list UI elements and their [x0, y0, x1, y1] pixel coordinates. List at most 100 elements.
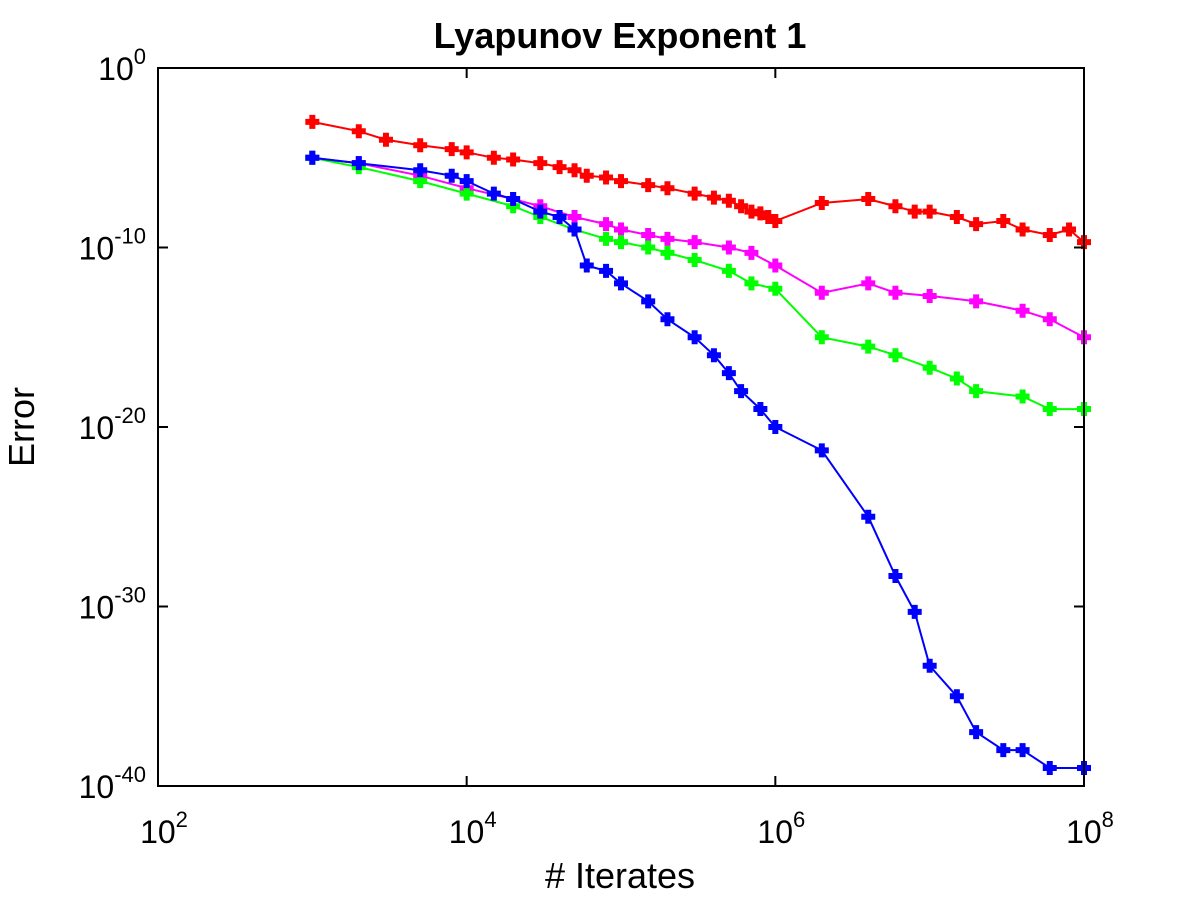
x-tick-label: 102	[140, 807, 188, 850]
series-0-line	[312, 120, 1085, 243]
y-tick-label: 10-20	[79, 403, 146, 446]
series-0-point	[969, 217, 984, 232]
chart-title: Lyapunov Exponent 1	[434, 15, 807, 56]
series-1-point	[1015, 303, 1030, 318]
series-2-point	[969, 384, 984, 399]
series-0-point	[579, 168, 594, 183]
series-0-point	[687, 186, 702, 201]
series-2-point	[687, 253, 702, 268]
series-3-point	[533, 204, 548, 219]
series-2-point	[721, 263, 736, 278]
series-2-point	[861, 339, 876, 354]
series-1-point	[660, 231, 675, 246]
series-0-point	[599, 170, 614, 185]
series-2-point	[768, 281, 783, 296]
series-0-point	[351, 124, 366, 139]
series-0-point	[996, 213, 1011, 228]
series-0-point	[641, 178, 656, 193]
y-axis-label: Error	[1, 387, 42, 467]
series-2-point	[459, 186, 474, 201]
series-3-point	[599, 263, 614, 278]
tick-layer: 102 104 106 108 100 10-10 10-20 10-30 10-40	[79, 44, 1114, 850]
series-0-point	[533, 156, 548, 171]
series-1-point	[969, 294, 984, 309]
x-axis-label: # Iterates	[545, 855, 695, 896]
series-0-point	[567, 163, 582, 178]
series-1-point	[861, 276, 876, 291]
series-0-point	[506, 152, 521, 167]
series-3-point	[1015, 743, 1030, 758]
series-1-point	[641, 227, 656, 242]
series-1-point	[744, 245, 759, 260]
y-tick-label: 10-40	[79, 762, 146, 805]
series-1-point	[614, 222, 628, 237]
series-2-point	[744, 276, 759, 291]
series-0-point	[706, 190, 721, 205]
series-0-point	[768, 213, 783, 228]
series-3-point	[706, 348, 721, 363]
series-0-point	[1015, 222, 1030, 237]
series-3-point	[721, 366, 736, 381]
series-3-point	[552, 210, 567, 225]
x-tick-label: 106	[757, 807, 805, 850]
series-0-point	[861, 192, 876, 207]
series-3-point	[459, 174, 474, 189]
series-0-point	[305, 114, 320, 129]
series-1-point	[888, 285, 903, 300]
x-tick-label: 104	[449, 807, 497, 850]
series-3-point	[949, 689, 964, 704]
series-3-point	[907, 604, 922, 619]
series-1-point	[768, 258, 783, 273]
series-2-point	[641, 240, 656, 255]
series-0-point	[814, 196, 829, 211]
series-0-point	[378, 132, 393, 147]
series-1-point	[599, 217, 614, 232]
series-3-point	[768, 420, 783, 434]
series-0-point	[614, 174, 628, 189]
series-0-point	[949, 210, 964, 225]
series-2-point	[949, 371, 964, 386]
series-0-point	[486, 150, 501, 165]
series-3-point	[687, 330, 702, 345]
series-0-point	[552, 160, 567, 175]
series-2-point	[922, 360, 937, 375]
y-tick-label: 10-30	[79, 583, 146, 626]
series-0-point	[1042, 227, 1057, 242]
series-3-point	[753, 402, 768, 417]
series-1-point	[922, 288, 937, 303]
y-tick-label: 10-10	[79, 224, 146, 267]
series-3-point	[305, 150, 320, 165]
series-3-point	[969, 725, 984, 740]
series-2-point	[888, 348, 903, 363]
series-3-point	[734, 384, 749, 399]
series-3-point	[922, 658, 937, 673]
series-2-point	[614, 235, 628, 250]
series-3-point	[486, 186, 501, 201]
series-1-point	[814, 285, 829, 300]
series-2-point	[660, 245, 675, 260]
series-1-point	[687, 235, 702, 250]
series-3-point	[660, 312, 675, 327]
series-0-point	[413, 138, 428, 153]
series-1-point	[721, 240, 736, 255]
series-2	[305, 150, 1091, 417]
series-3-point	[1042, 761, 1057, 776]
series-layer	[305, 114, 1091, 776]
series-0-point	[721, 193, 736, 208]
series-3-point	[413, 163, 428, 178]
series-2-point	[1042, 402, 1057, 417]
series-2-point	[1015, 389, 1030, 404]
series-2-point	[599, 231, 614, 246]
series-3-point	[506, 192, 521, 207]
series-3-point	[996, 743, 1011, 758]
series-0-point	[459, 145, 474, 160]
series-3-point	[814, 443, 829, 458]
x-tick-label: 108	[1066, 807, 1114, 850]
series-1-point	[1042, 312, 1057, 327]
series-0-point	[660, 181, 675, 196]
series-3	[305, 150, 1091, 776]
series-0	[305, 114, 1091, 250]
series-3-point	[567, 222, 582, 237]
series-1-line	[312, 156, 1085, 339]
